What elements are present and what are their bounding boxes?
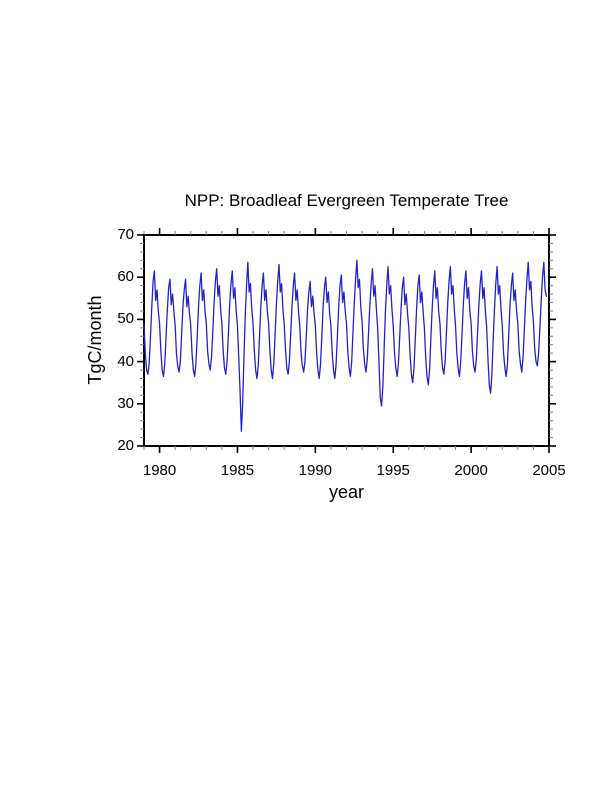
- x-tick-label: 1990: [298, 462, 333, 479]
- plot-frame: [143, 234, 550, 447]
- chart-title: NPP: Broadleaf Evergreen Temperate Tree: [184, 191, 509, 210]
- y-tick-label: 50: [117, 310, 134, 328]
- y-tick-label: 40: [117, 352, 134, 370]
- x-tick-label: 2005: [532, 462, 566, 479]
- y-tick-label: 70: [117, 226, 134, 243]
- x-tick-label: 1995: [376, 462, 410, 479]
- x-tick-label: 1985: [220, 462, 255, 479]
- y-tick-label: 60: [117, 268, 134, 286]
- x-tick-label: 1980: [142, 462, 177, 479]
- y-tick-label: 20: [117, 437, 134, 454]
- x-axis-title: year: [328, 482, 364, 502]
- npp-data-line: [143, 259, 548, 432]
- x-tick-label: 2000: [454, 462, 488, 479]
- y-tick-label: 30: [117, 394, 134, 412]
